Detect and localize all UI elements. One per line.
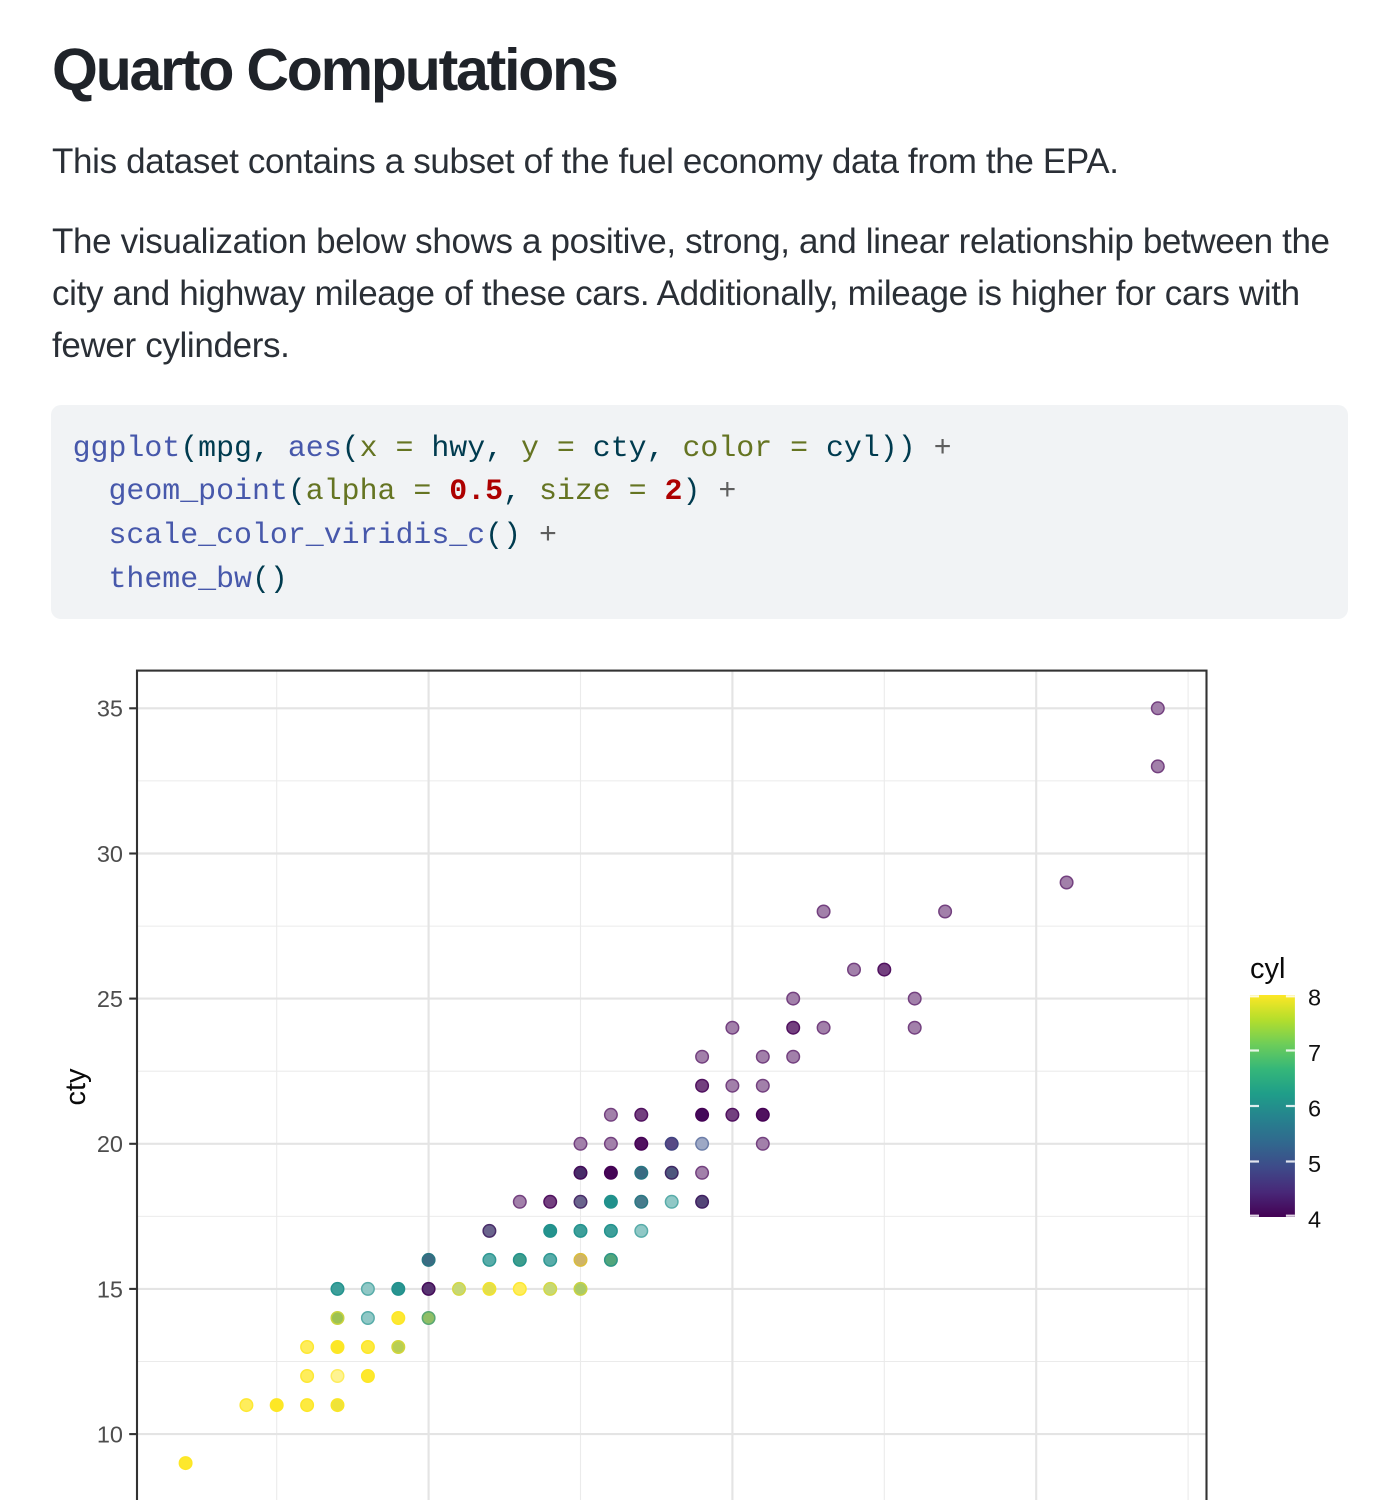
svg-text:35: 35 (97, 696, 123, 722)
svg-text:25: 25 (97, 986, 123, 1012)
svg-text:4: 4 (1308, 1206, 1321, 1232)
svg-text:6: 6 (1308, 1095, 1321, 1121)
svg-text:5: 5 (1308, 1151, 1321, 1177)
svg-text:20: 20 (97, 1131, 123, 1157)
svg-text:cty: cty (60, 1068, 92, 1106)
svg-text:10: 10 (97, 1422, 123, 1448)
svg-text:15: 15 (97, 1276, 123, 1302)
svg-text:8: 8 (1308, 984, 1321, 1010)
svg-text:7: 7 (1308, 1040, 1321, 1066)
svg-text:30: 30 (97, 841, 123, 867)
svg-text:cyl: cyl (1250, 953, 1285, 985)
